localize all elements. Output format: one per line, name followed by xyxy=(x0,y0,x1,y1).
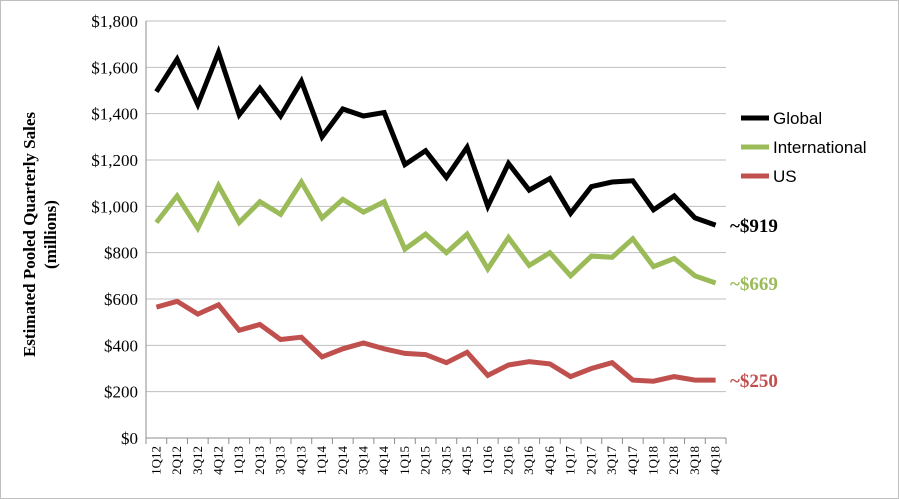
end-label-us: ~$250 xyxy=(730,371,778,392)
x-tick-label: 3Q14 xyxy=(356,446,371,475)
x-tick-label: 3Q17 xyxy=(604,446,619,475)
x-tick-label: 1Q18 xyxy=(646,446,661,475)
x-tick-label: 1Q17 xyxy=(563,446,578,475)
x-tick-label: 3Q12 xyxy=(190,446,205,475)
y-tick-label: $1,000 xyxy=(91,197,138,216)
x-tick-label: 4Q17 xyxy=(625,446,640,475)
x-tick-label: 2Q16 xyxy=(501,446,516,475)
y-tick-label: $1,200 xyxy=(91,151,138,170)
x-tick-label: 1Q12 xyxy=(148,446,163,475)
series-line-global xyxy=(154,44,717,228)
series-line-international xyxy=(154,177,717,286)
x-tick-label: 2Q17 xyxy=(583,446,598,475)
end-label-global: ~$919 xyxy=(730,216,778,237)
x-tick-label: 1Q13 xyxy=(231,446,246,475)
y-tick-label: $600 xyxy=(104,290,138,309)
y-tick-label: $1,400 xyxy=(91,105,138,124)
x-tick-label: 4Q14 xyxy=(376,446,391,475)
y-tick-label: $400 xyxy=(104,336,138,355)
y-tick-label: $1,600 xyxy=(91,58,138,77)
axes xyxy=(145,21,726,439)
legend-label-global: Global xyxy=(773,109,822,128)
legend: Global International US xyxy=(741,109,867,186)
legend-label-us: US xyxy=(773,167,797,186)
x-tick-label: 3Q13 xyxy=(273,446,288,475)
x-tick-label: 2Q18 xyxy=(666,446,681,475)
end-label-international: ~$669 xyxy=(730,274,778,295)
series-line-us xyxy=(155,298,716,384)
x-tick-label: 2Q14 xyxy=(335,446,350,475)
x-tick-labels: 1Q12 2Q12 3Q12 4Q12 1Q13 2Q13 3Q13 4Q13 1Q14 2Q14… xyxy=(145,438,727,475)
x-tick-label: 4Q18 xyxy=(708,446,723,475)
y-tick-labels: $0 $200 $400 $600 $800 $1,000 $1,200 $1,400 $1,6… xyxy=(91,12,138,448)
x-tick-label: 1Q15 xyxy=(397,446,412,475)
series-lines xyxy=(154,44,717,384)
x-tick-label: 4Q13 xyxy=(293,446,308,475)
y-axis-label-units: (millions) xyxy=(41,200,60,269)
x-tick-label: 2Q12 xyxy=(169,446,184,475)
x-tick-label: 4Q16 xyxy=(542,446,557,475)
y-tick-label: $0 xyxy=(121,429,138,448)
x-tick-label: 1Q16 xyxy=(480,446,495,475)
x-tick-label: 1Q14 xyxy=(314,446,329,475)
y-tick-label: $1,800 xyxy=(91,12,138,31)
x-tick-label: 3Q15 xyxy=(438,446,453,475)
y-axis-label: Estimated Pooled Quarterly Sales xyxy=(20,112,39,357)
x-tick-label: 2Q15 xyxy=(418,446,433,475)
x-tick-label: 2Q13 xyxy=(252,446,267,475)
x-tick-label: 4Q15 xyxy=(459,446,474,475)
x-tick-label: 3Q18 xyxy=(687,446,702,475)
x-tick-label: 4Q12 xyxy=(211,446,226,475)
end-labels: ~$919 ~$669 ~$250 xyxy=(730,216,778,392)
y-tick-label: $800 xyxy=(104,244,138,263)
x-tick-label: 3Q16 xyxy=(521,446,536,475)
y-tick-label: $200 xyxy=(104,383,138,402)
legend-label-international: International xyxy=(773,138,867,157)
